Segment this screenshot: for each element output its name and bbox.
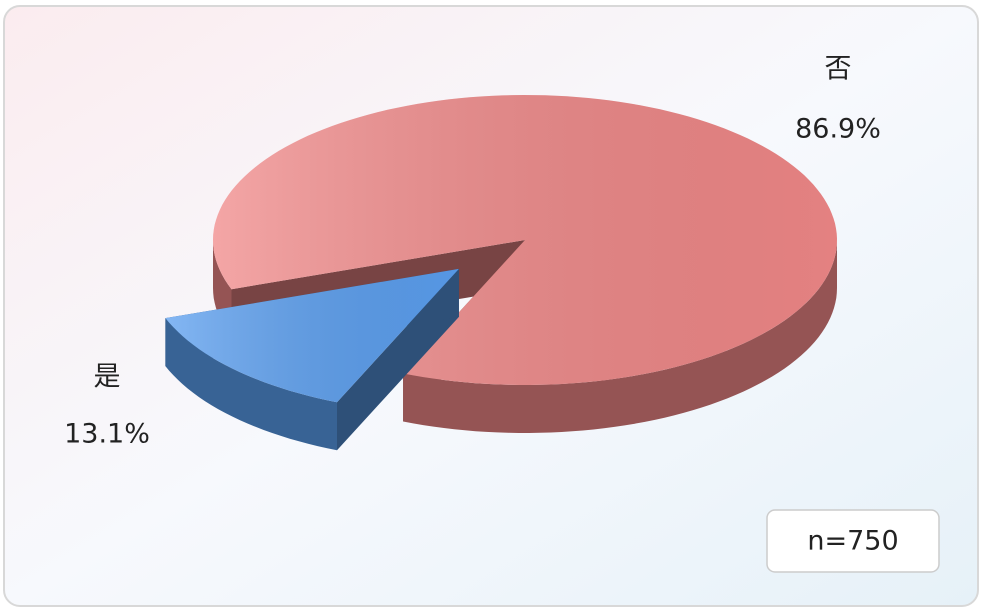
slice-label: 否: [825, 54, 852, 85]
annotation-box: [766, 509, 940, 573]
slice-wall: [165, 318, 337, 451]
value-label: 86.9%: [795, 114, 881, 145]
slice: [165, 268, 459, 451]
annotation: n=750: [807, 526, 898, 557]
slice-top-shade: [165, 268, 459, 403]
slice-top-shade: [213, 95, 837, 385]
slice-label: 是: [94, 362, 121, 393]
slice: [213, 95, 837, 433]
slice-wall: [403, 240, 837, 433]
pie: [165, 95, 837, 451]
value-label: 13.1%: [64, 419, 150, 450]
